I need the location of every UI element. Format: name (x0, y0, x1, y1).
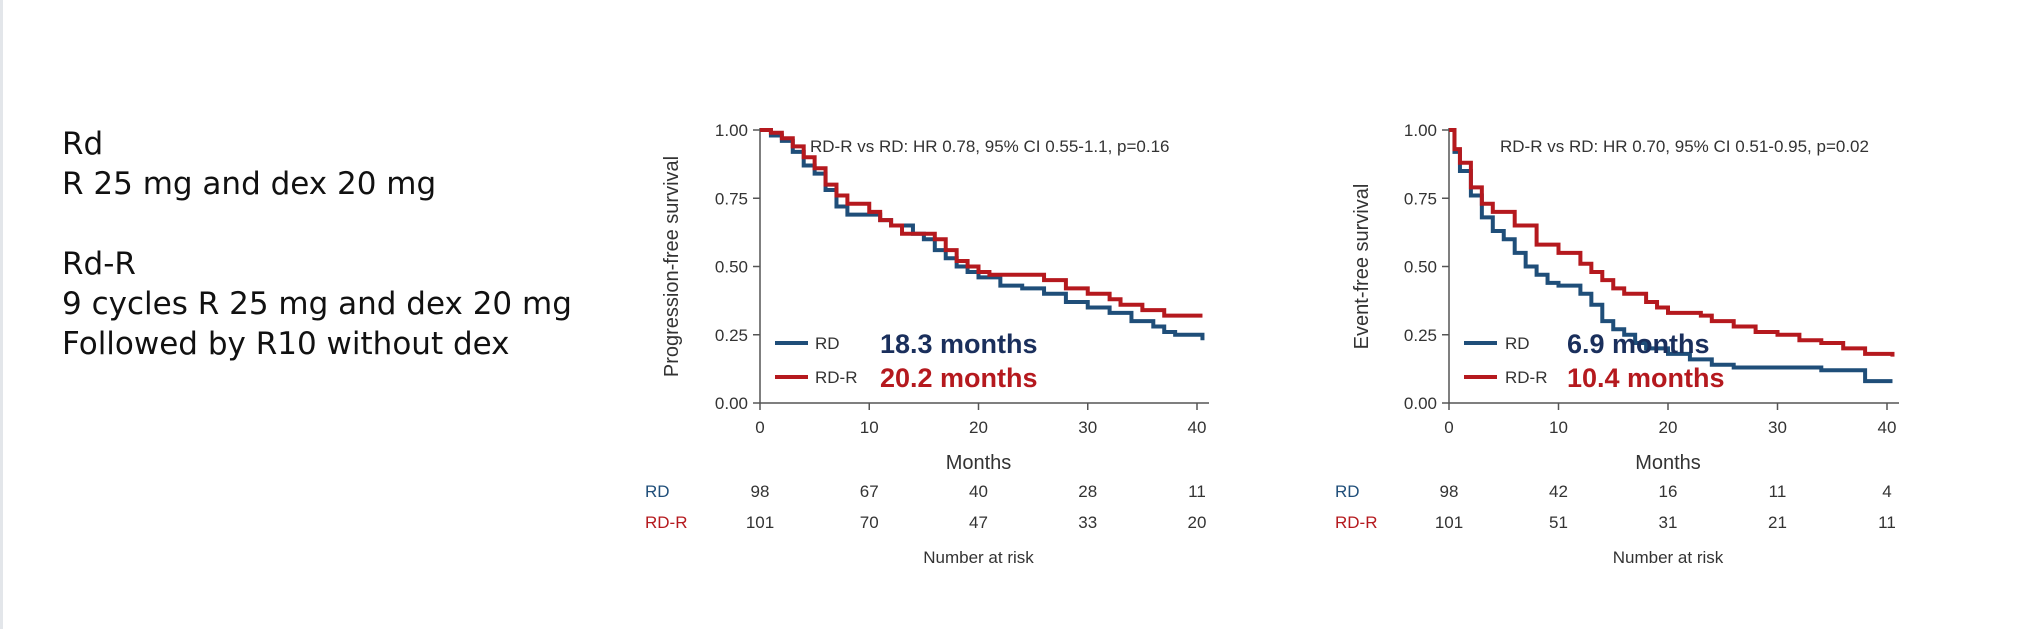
regimen-rdr-line1: 9 cycles R 25 mg and dex 20 mg (62, 286, 572, 322)
efs-risk-value: 98 (1440, 482, 1459, 501)
efs-hazard-ratio-annotation: RD-R vs RD: HR 0.70, 95% CI 0.51-0.95, p… (1500, 137, 1869, 156)
efs-risk-value: 31 (1659, 513, 1678, 532)
pfs-risk-value: 33 (1078, 513, 1097, 532)
pfs-y-tick-label: 1.00 (715, 121, 748, 140)
pfs-legend-label-rd: RD (815, 334, 840, 353)
efs-y-tick-label: 0.50 (1404, 258, 1437, 277)
pfs-curve-rd (760, 128, 1205, 341)
efs-legend-label-rd-r: RD-R (1505, 368, 1548, 387)
regimen-rd-dose: R 25 mg and dex 20 mg (62, 166, 437, 202)
pfs-risk-value: 28 (1078, 482, 1097, 501)
pfs-risk-value: 67 (860, 482, 879, 501)
pfs-risk-table-title: Number at risk (923, 548, 1034, 567)
pfs-median-rd-r: 20.2 months (880, 363, 1038, 393)
pfs-risk-value: 101 (746, 513, 774, 532)
efs-risk-value: 101 (1435, 513, 1463, 532)
efs-risk-value: 21 (1768, 513, 1787, 532)
pfs-risk-value: 20 (1188, 513, 1207, 532)
pfs-y-axis-title: Progression-free survival (661, 156, 683, 377)
efs-legend-label-rd: RD (1505, 334, 1530, 353)
regimen-rdr-name: Rd-R (62, 246, 136, 282)
pfs-y-tick-label: 0.50 (715, 258, 748, 277)
pfs-curve-rd-r (760, 128, 1203, 318)
efs-x-tick-label: 40 (1878, 418, 1897, 437)
pfs-risk-value: 70 (860, 513, 879, 532)
slide-left-border (0, 0, 3, 629)
pfs-x-tick-label: 0 (755, 418, 764, 437)
pfs-risk-value: 40 (969, 482, 988, 501)
efs-risk-value: 16 (1659, 482, 1678, 501)
efs-risk-value: 4 (1882, 482, 1891, 501)
efs-x-tick-label: 30 (1768, 418, 1787, 437)
efs-x-tick-label: 0 (1444, 418, 1453, 437)
efs-median-rd-r: 10.4 months (1567, 363, 1725, 393)
pfs-x-tick-label: 40 (1188, 418, 1207, 437)
efs-x-axis-title: Months (1635, 452, 1701, 474)
efs-y-axis-title: Event-free survival (1351, 184, 1373, 350)
efs-risk-value: 42 (1549, 482, 1568, 501)
pfs-x-axis-title: Months (946, 452, 1012, 474)
pfs-hazard-ratio-annotation: RD-R vs RD: HR 0.78, 95% CI 0.55-1.1, p=… (810, 137, 1170, 156)
pfs-x-tick-label: 10 (860, 418, 879, 437)
pfs-y-tick-label: 0.00 (715, 394, 748, 413)
pfs-x-tick-label: 30 (1078, 418, 1097, 437)
efs-y-tick-label: 0.25 (1404, 326, 1437, 345)
efs-y-tick-label: 1.00 (1404, 121, 1437, 140)
efs-risk-value: 11 (1769, 482, 1787, 501)
pfs-legend-label-rd-r: RD-R (815, 368, 858, 387)
pfs-y-tick-label: 0.75 (715, 189, 748, 208)
regimen-description: Rd R 25 mg and dex 20 mg Rd-R 9 cycles R… (62, 124, 572, 364)
efs-risk-row-label-rd: RD (1335, 482, 1360, 501)
efs-y-tick-label: 0.75 (1404, 189, 1437, 208)
pfs-x-tick-label: 20 (969, 418, 988, 437)
pfs-median-rd: 18.3 months (880, 329, 1038, 359)
efs-risk-value: 11 (1878, 513, 1896, 532)
pfs-risk-value: 98 (751, 482, 770, 501)
efs-risk-row-label-rd-r: RD-R (1335, 513, 1378, 532)
pfs-risk-value: 47 (969, 513, 988, 532)
pfs-risk-row-label-rd-r: RD-R (645, 513, 688, 532)
efs-x-tick-label: 10 (1549, 418, 1568, 437)
pfs-risk-row-label-rd: RD (645, 482, 670, 501)
efs-y-tick-label: 0.00 (1404, 394, 1437, 413)
efs-median-rd: 6.9 months (1567, 329, 1710, 359)
efs-curve-rd-r (1449, 128, 1895, 357)
efs-curve-rd (1449, 128, 1893, 384)
pfs-risk-value: 11 (1188, 482, 1206, 501)
pfs-y-tick-label: 0.25 (715, 326, 748, 345)
efs-x-tick-label: 20 (1659, 418, 1678, 437)
regimen-rdr-line2: Followed by R10 without dex (62, 326, 510, 362)
efs-risk-value: 51 (1549, 513, 1568, 532)
efs-risk-table-title: Number at risk (1613, 548, 1724, 567)
regimen-rd-name: Rd (62, 126, 104, 162)
